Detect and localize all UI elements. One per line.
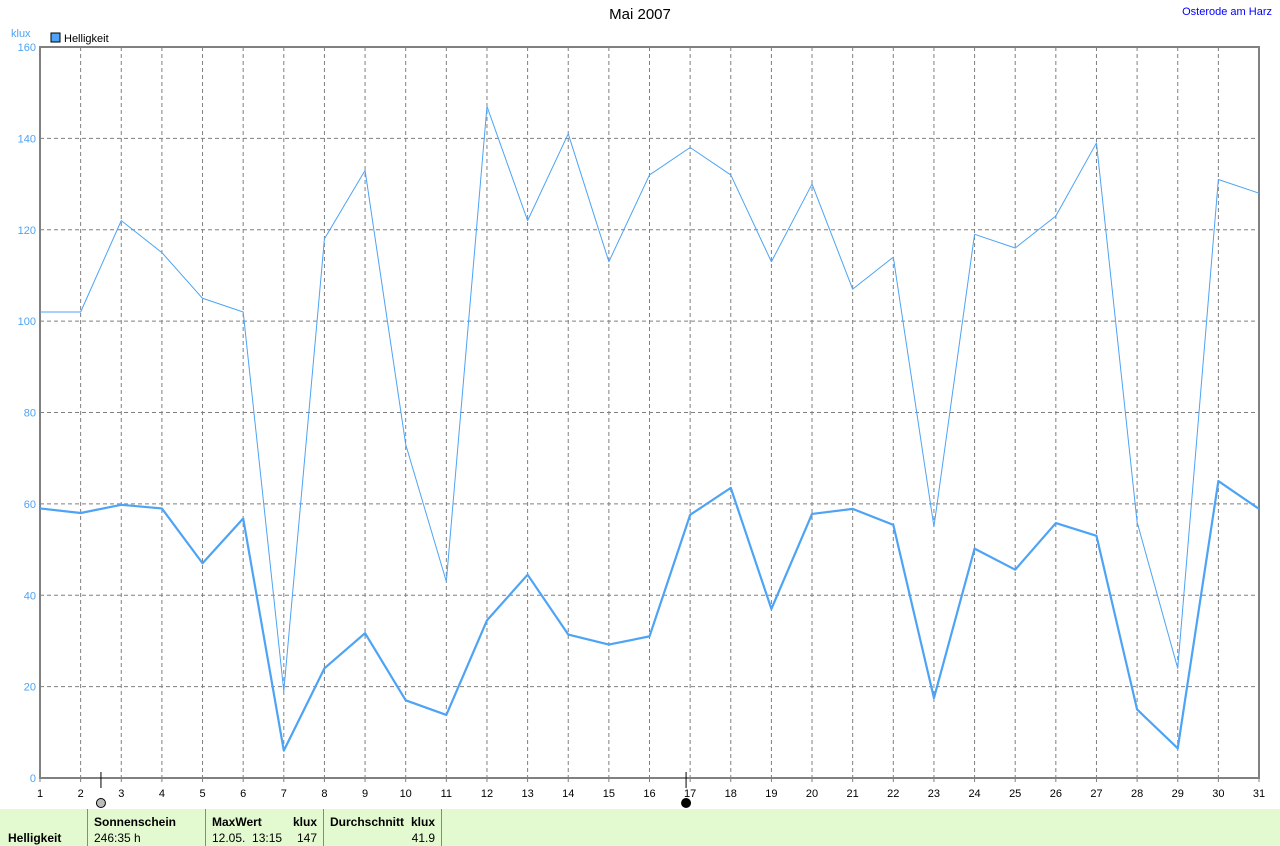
max-cell: MaxWert klux 12.05. 13:15 147: [206, 809, 324, 846]
x-tick-label: 10: [400, 788, 412, 800]
new-moon-icon: [681, 798, 692, 808]
sunshine-cell: Sonnenschein 246:35 h: [88, 809, 206, 846]
max-unit: klux: [292, 815, 317, 829]
full-moon-icon: [95, 798, 106, 808]
y-tick-label: 20: [24, 682, 36, 694]
x-tick-label: 11: [441, 788, 452, 800]
x-tick-label: 4: [159, 788, 165, 800]
sunshine-header: Sonnenschein: [94, 815, 177, 829]
x-tick-label: 8: [321, 788, 327, 800]
x-tick-label: 27: [1090, 788, 1102, 800]
x-tick-label: 22: [887, 788, 899, 800]
x-tick-label: 14: [562, 788, 574, 800]
x-tick-label: 2: [78, 788, 84, 800]
avg-header: Durchschnitt: [330, 815, 405, 829]
x-tick-label: 24: [968, 788, 980, 800]
x-tick-label: 3: [118, 788, 124, 800]
x-tick-label: 23: [928, 788, 940, 800]
series-line-average: [39, 479, 1260, 752]
avg-cell: Durchschnitt klux 41.9: [324, 809, 442, 846]
y-tick-label: 40: [24, 590, 36, 602]
x-tick-label: 1: [37, 788, 43, 800]
x-tick-label: 6: [240, 788, 246, 800]
x-tick-label: 12: [481, 788, 493, 800]
location-label: Osterode am Harz: [1182, 6, 1272, 18]
summary-panel: Helligkeit Sonnenschein 246:35 h MaxWert…: [0, 809, 1280, 846]
y-tick-label: 140: [18, 133, 36, 145]
max-date: 12.05. 13:15: [212, 831, 283, 845]
avg-value: 41.9: [411, 831, 435, 845]
chart-title: Mai 2007: [609, 6, 671, 23]
x-tick-label: 20: [806, 788, 818, 800]
x-tick-label: 19: [765, 788, 777, 800]
avg-unit: klux: [410, 815, 435, 829]
x-tick-label: 9: [362, 788, 368, 800]
x-tick-label: 26: [1050, 788, 1062, 800]
x-tick-label: 7: [281, 788, 287, 800]
legend-swatch: [50, 32, 61, 43]
y-tick-label: 0: [30, 773, 36, 785]
y-tick-label: 100: [18, 316, 36, 328]
x-tick-label: 17: [684, 788, 696, 800]
y-tick-label: 60: [24, 499, 36, 511]
x-tick-label: 21: [847, 788, 859, 800]
summary-label: Helligkeit: [8, 831, 62, 845]
y-tick-label: 160: [18, 42, 36, 54]
x-tick-label: 31: [1253, 788, 1265, 800]
summary-label-cell: Helligkeit: [0, 809, 88, 846]
sunshine-value: 246:35 h: [94, 831, 141, 845]
legend-label: Helligkeit: [64, 33, 109, 45]
x-tick-label: 5: [199, 788, 205, 800]
max-header: MaxWert: [212, 815, 262, 829]
x-tick-label: 30: [1212, 788, 1224, 800]
x-tick-label: 25: [1009, 788, 1021, 800]
x-tick-label: 18: [725, 788, 737, 800]
x-tick-label: 13: [521, 788, 533, 800]
y-tick-label: 120: [18, 225, 36, 237]
x-tick-label: 15: [603, 788, 615, 800]
x-tick-label: 16: [643, 788, 655, 800]
max-value: 147: [296, 831, 317, 845]
y-axis-label: klux: [11, 28, 31, 40]
y-tick-label: 80: [24, 408, 36, 420]
series-line-max: [40, 105, 1260, 692]
x-tick-label: 29: [1172, 788, 1184, 800]
x-tick-label: 28: [1131, 788, 1143, 800]
